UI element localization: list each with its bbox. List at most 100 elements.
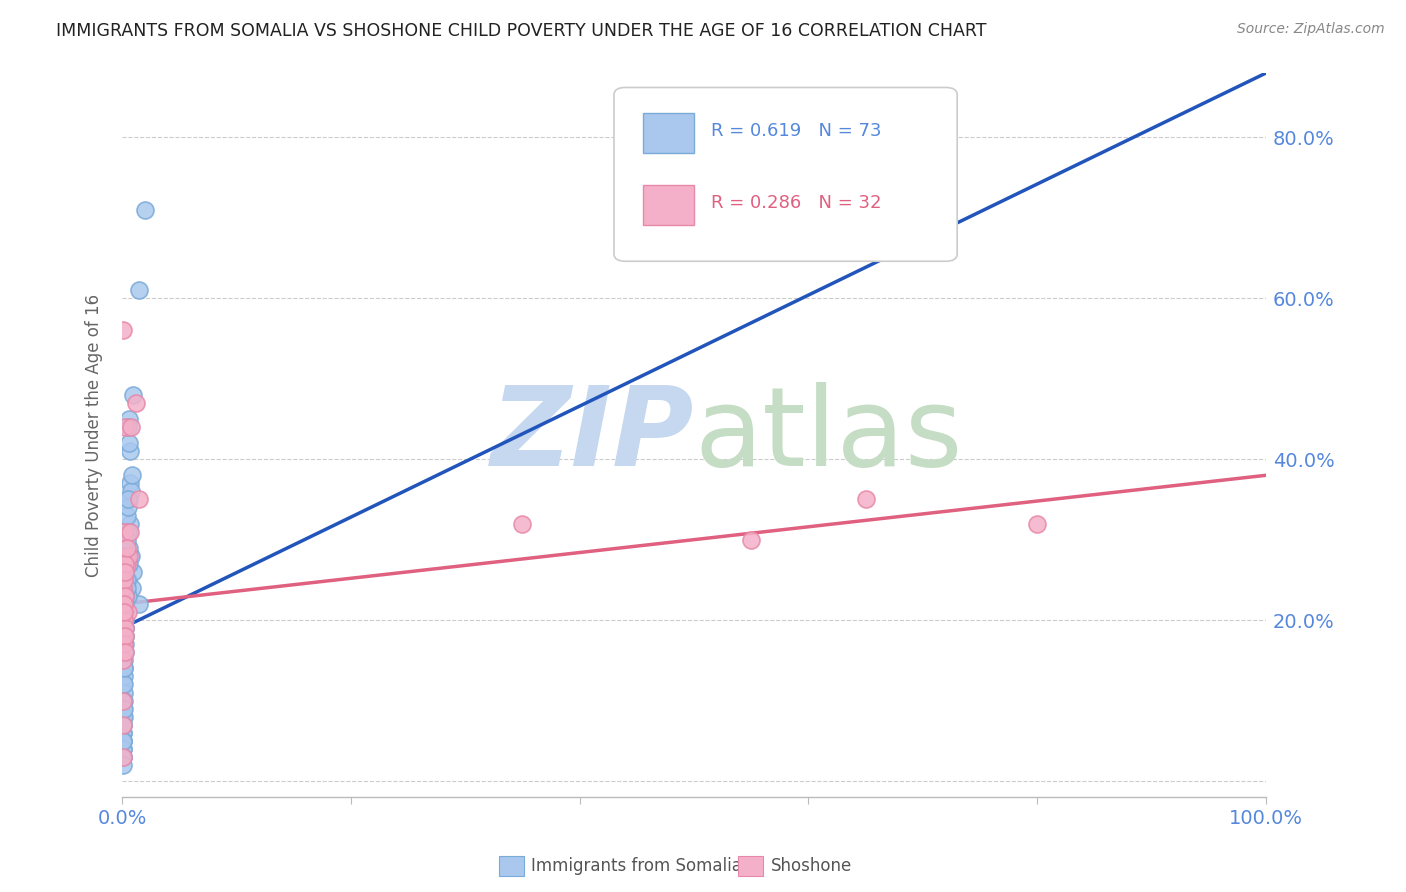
- Text: ZIP: ZIP: [491, 382, 695, 489]
- Point: [121, 468, 143, 483]
- Point: [740, 533, 762, 547]
- Point: [112, 750, 135, 764]
- Point: [115, 541, 138, 555]
- Point: [115, 557, 138, 571]
- Point: [125, 396, 148, 410]
- Point: [112, 758, 135, 772]
- Point: [118, 549, 141, 563]
- Point: [112, 734, 135, 748]
- Point: [112, 653, 135, 667]
- Point: [118, 541, 141, 555]
- Point: [112, 613, 135, 627]
- Point: [112, 613, 135, 627]
- Point: [114, 589, 136, 603]
- Text: R = 0.619   N = 73: R = 0.619 N = 73: [711, 122, 882, 140]
- Point: [114, 589, 136, 603]
- Text: Shoshone: Shoshone: [770, 857, 852, 875]
- Point: [118, 412, 141, 426]
- Point: [114, 420, 136, 434]
- Point: [134, 202, 156, 217]
- Point: [117, 492, 139, 507]
- Point: [115, 508, 138, 523]
- Point: [114, 629, 136, 643]
- Point: [114, 557, 136, 571]
- Point: [112, 629, 135, 643]
- Text: Immigrants from Somalia: Immigrants from Somalia: [531, 857, 742, 875]
- Point: [112, 717, 135, 731]
- Point: [120, 516, 142, 531]
- Point: [117, 589, 139, 603]
- Point: [112, 709, 135, 723]
- Point: [112, 701, 135, 715]
- Point: [117, 605, 139, 619]
- Point: [112, 750, 135, 764]
- Point: [117, 500, 139, 515]
- Point: [118, 557, 141, 571]
- Point: [114, 565, 136, 579]
- Point: [112, 677, 135, 691]
- Point: [112, 693, 135, 707]
- FancyBboxPatch shape: [643, 186, 695, 225]
- Point: [114, 645, 136, 659]
- Point: [112, 725, 135, 739]
- Point: [855, 492, 877, 507]
- Point: [118, 492, 141, 507]
- Point: [122, 388, 145, 402]
- Point: [117, 573, 139, 587]
- Point: [115, 557, 138, 571]
- Point: [115, 573, 138, 587]
- Point: [112, 725, 135, 739]
- Point: [114, 637, 136, 651]
- Point: [112, 685, 135, 699]
- Text: Source: ZipAtlas.com: Source: ZipAtlas.com: [1237, 22, 1385, 37]
- Point: [112, 734, 135, 748]
- Point: [114, 533, 136, 547]
- Point: [128, 283, 150, 297]
- Point: [114, 589, 136, 603]
- Point: [112, 677, 135, 691]
- Point: [112, 734, 135, 748]
- Point: [117, 420, 139, 434]
- Point: [118, 436, 141, 450]
- Point: [112, 605, 135, 619]
- Point: [512, 516, 534, 531]
- Text: R = 0.286   N = 32: R = 0.286 N = 32: [711, 194, 882, 212]
- Point: [128, 492, 150, 507]
- Point: [117, 524, 139, 539]
- Point: [120, 549, 142, 563]
- Point: [115, 549, 138, 563]
- Point: [112, 524, 135, 539]
- FancyBboxPatch shape: [643, 112, 695, 153]
- Text: IMMIGRANTS FROM SOMALIA VS SHOSHONE CHILD POVERTY UNDER THE AGE OF 16 CORRELATIO: IMMIGRANTS FROM SOMALIA VS SHOSHONE CHIL…: [56, 22, 987, 40]
- Point: [117, 524, 139, 539]
- Point: [120, 476, 142, 491]
- Point: [112, 717, 135, 731]
- Point: [112, 573, 135, 587]
- Point: [112, 717, 135, 731]
- Text: atlas: atlas: [695, 382, 963, 489]
- Point: [114, 621, 136, 635]
- Point: [122, 565, 145, 579]
- Point: [114, 605, 136, 619]
- Point: [112, 597, 135, 611]
- Point: [115, 533, 138, 547]
- Point: [112, 645, 135, 659]
- Point: [114, 645, 136, 659]
- Point: [115, 549, 138, 563]
- Point: [114, 613, 136, 627]
- Point: [112, 581, 135, 595]
- Point: [112, 750, 135, 764]
- Point: [114, 565, 136, 579]
- Point: [112, 323, 135, 337]
- Point: [112, 693, 135, 707]
- FancyBboxPatch shape: [614, 87, 957, 261]
- Point: [112, 597, 135, 611]
- Point: [114, 629, 136, 643]
- Point: [112, 605, 135, 619]
- Point: [114, 597, 136, 611]
- Point: [112, 709, 135, 723]
- Point: [114, 621, 136, 635]
- Point: [115, 581, 138, 595]
- Point: [112, 653, 135, 667]
- Point: [112, 701, 135, 715]
